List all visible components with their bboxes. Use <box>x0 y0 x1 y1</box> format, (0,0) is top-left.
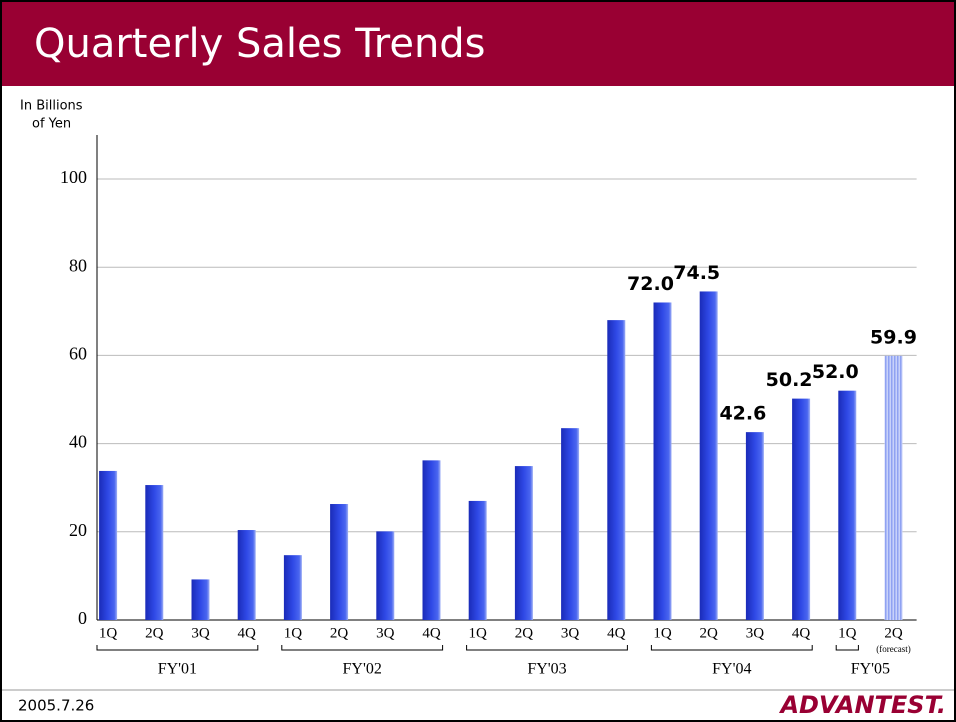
x-tick-label: 2Q <box>700 625 719 641</box>
bar <box>838 390 857 620</box>
value-label: 42.6 <box>719 403 766 425</box>
x-tick-label: 4Q <box>422 625 441 641</box>
value-label: 59.9 <box>870 326 917 348</box>
y-tick-label: 0 <box>78 608 87 628</box>
x-tick-label: 2Q <box>884 625 903 641</box>
value-label: 52.0 <box>812 361 859 383</box>
group-bracket <box>835 645 859 651</box>
value-label: 74.5 <box>673 262 720 284</box>
y-tick-label: 80 <box>69 255 87 275</box>
group-bracket <box>650 645 813 651</box>
x-tick-label: 2Q <box>330 625 349 641</box>
bar <box>699 291 718 620</box>
group-bracket <box>96 645 259 651</box>
bar <box>422 460 441 620</box>
x-tick-label: 1Q <box>284 625 303 641</box>
value-label: 72.0 <box>627 273 674 295</box>
y-axis-label: In Billions <box>20 99 83 114</box>
chart-title: Quarterly Sales Trends <box>34 21 486 67</box>
x-tick-label: 4Q <box>792 625 811 641</box>
bar <box>237 530 256 620</box>
y-tick-label: 100 <box>60 167 87 187</box>
bar <box>653 302 672 620</box>
bar <box>561 428 580 620</box>
footer-date: 2005.7.26 <box>18 697 94 715</box>
x-tick-label: 2Q <box>145 625 164 641</box>
forecast-label: (forecast) <box>876 644 910 654</box>
x-tick-label: 2Q <box>515 625 534 641</box>
value-label: 50.2 <box>766 369 813 391</box>
bar <box>468 500 487 620</box>
bar <box>283 555 302 620</box>
x-tick-label: 3Q <box>191 625 210 641</box>
bar <box>792 398 811 620</box>
group-label: FY'05 <box>851 661 890 678</box>
x-tick-label: 1Q <box>653 625 672 641</box>
bar <box>145 485 164 620</box>
y-tick-label: 20 <box>69 520 87 540</box>
logo: ADVANTEST. <box>778 691 946 719</box>
bar <box>376 531 395 620</box>
group-label: FY'01 <box>158 661 197 678</box>
y-tick-label: 60 <box>69 344 87 364</box>
group-bracket <box>281 645 444 651</box>
x-tick-label: 3Q <box>561 625 580 641</box>
y-axis-label: of Yen <box>32 117 71 132</box>
x-tick-label: 1Q <box>838 625 857 641</box>
bar <box>884 355 903 620</box>
bar <box>330 504 349 620</box>
bar <box>607 320 626 620</box>
bar <box>514 466 533 620</box>
x-tick-label: 1Q <box>99 625 118 641</box>
bar <box>745 432 764 620</box>
bar <box>99 470 118 620</box>
x-tick-label: 4Q <box>238 625 257 641</box>
x-tick-label: 3Q <box>376 625 395 641</box>
x-tick-label: 4Q <box>607 625 626 641</box>
bar <box>191 579 210 620</box>
group-label: FY'02 <box>343 661 382 678</box>
x-tick-label: 1Q <box>469 625 488 641</box>
title-bar <box>2 2 954 86</box>
group-bracket <box>466 645 628 651</box>
x-tick-label: 3Q <box>746 625 765 641</box>
y-tick-label: 40 <box>69 432 87 452</box>
group-label: FY'03 <box>527 661 566 678</box>
group-label: FY'04 <box>712 661 751 678</box>
